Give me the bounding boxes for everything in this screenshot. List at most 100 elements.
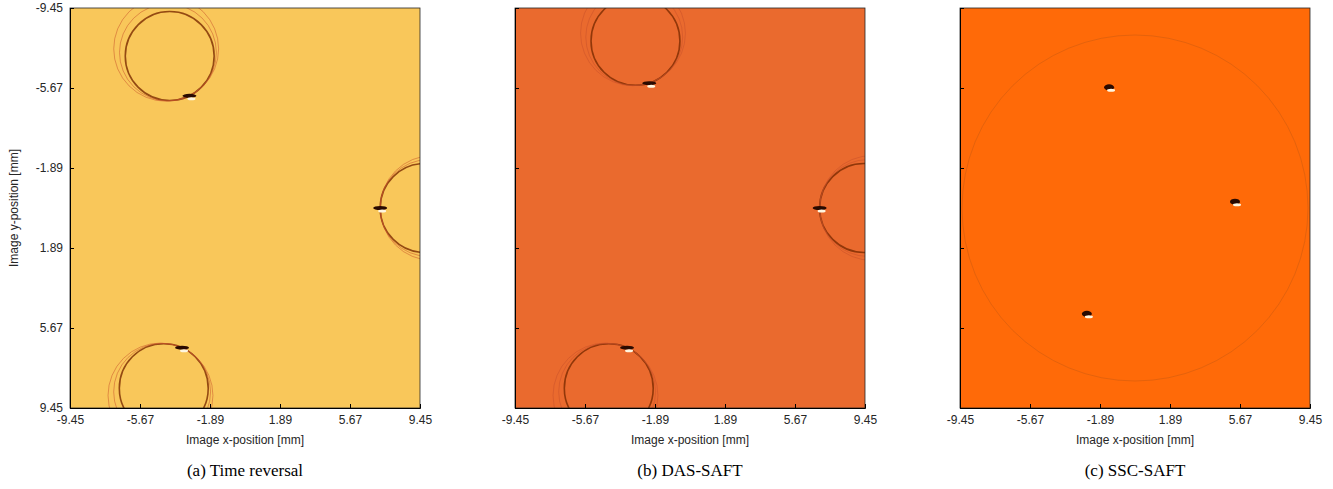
x-tick-mark [795, 404, 796, 408]
panel: -9.45-5.67-1.891.895.679.45Image x-posit… [502, 0, 925, 480]
x-tick: 5.67 [339, 404, 363, 427]
image-area [960, 8, 1310, 408]
x-tick-label: -5.67 [572, 413, 600, 427]
y-tick [960, 168, 964, 169]
x-axis: -9.45-5.67-1.891.895.679.45 [57, 404, 433, 427]
reflector [175, 346, 189, 350]
y-tick [515, 328, 519, 329]
reflector-highlight [378, 210, 386, 213]
panel-caption: (b) DAS-SAFT [637, 461, 743, 480]
x-tick-label: -5.67 [1017, 413, 1045, 427]
reflector-highlight [1085, 315, 1093, 318]
y-tick-mark [960, 328, 964, 329]
y-tick [515, 8, 519, 9]
echo-arc [553, 343, 658, 408]
reflector-group [114, 8, 219, 101]
x-tick-label: 1.89 [1159, 413, 1183, 427]
x-tick-mark [280, 404, 281, 408]
plot-frame [515, 8, 865, 408]
y-tick-mark [960, 8, 964, 9]
echo-arc [581, 8, 686, 86]
x-axis-title: Image x-position [mm] [186, 433, 304, 447]
x-axis-line [71, 404, 421, 409]
panel: -9.45-5.67-1.891.895.679.45-9.45-5.67-1.… [7, 0, 485, 480]
y-axis [960, 9, 964, 409]
y-axis-line [961, 9, 965, 409]
y-tick: 9.45 [40, 401, 74, 415]
reflector-group [1230, 199, 1241, 207]
image-background [515, 8, 865, 408]
image-area [515, 8, 865, 408]
x-tick-label: 1.89 [269, 413, 293, 427]
y-tick: -9.45 [36, 1, 74, 15]
reflector-highlight [625, 349, 633, 352]
reflector-group [581, 8, 686, 88]
aperture-outline [962, 35, 1308, 381]
x-tick: 1.89 [1159, 404, 1183, 427]
plot-frame [70, 8, 420, 408]
x-tick: -5.67 [1017, 404, 1045, 427]
reflector-highlight [1233, 203, 1241, 206]
y-tick: 5.67 [40, 321, 74, 335]
reflector [620, 346, 634, 350]
y-tick [960, 88, 964, 89]
y-axis [515, 9, 519, 409]
echo-arc [114, 8, 219, 101]
reflector-group [373, 156, 420, 261]
x-tick: -5.67 [572, 404, 600, 427]
y-tick-mark [515, 88, 519, 89]
reflector [373, 206, 387, 210]
reflector [642, 81, 656, 85]
x-tick: 1.89 [714, 404, 738, 427]
y-axis-title: Image y-position [mm] [7, 149, 21, 267]
x-axis-line [516, 404, 866, 409]
reflector-highlight [647, 85, 655, 88]
reflector-group [1104, 84, 1115, 92]
y-tick-mark [515, 328, 519, 329]
y-tick-label: 1.89 [40, 241, 64, 255]
x-tick: -1.89 [642, 404, 670, 427]
y-tick [515, 168, 519, 169]
reflector [813, 206, 827, 210]
echo-arc [108, 343, 213, 408]
y-tick-mark [515, 408, 519, 409]
y-tick [515, 88, 519, 89]
x-tick-mark [585, 404, 586, 408]
y-tick: 1.89 [40, 241, 74, 255]
x-tick-label: -1.89 [197, 413, 225, 427]
y-tick-mark [960, 168, 964, 169]
reflector-group [553, 343, 658, 408]
plot-frame [960, 8, 1310, 408]
x-tick-label: 5.67 [1229, 413, 1253, 427]
x-tick: 9.45 [854, 404, 878, 427]
panel: -9.45-5.67-1.891.895.679.45Image x-posit… [947, 8, 1323, 480]
x-tick-mark [865, 404, 866, 408]
reflector-highlight [1107, 89, 1115, 92]
x-tick: -5.67 [127, 404, 155, 427]
x-tick-mark [140, 404, 141, 408]
image-area [70, 8, 420, 408]
image-background [960, 8, 1310, 408]
y-tick-mark [70, 168, 74, 169]
x-tick: 9.45 [1299, 404, 1323, 427]
panel-caption: (c) SSC-SAFT [1085, 461, 1186, 480]
y-axis-line [71, 9, 75, 409]
x-tick-mark [1170, 404, 1171, 408]
x-tick-label: 5.67 [784, 413, 808, 427]
reflector-highlight [180, 349, 188, 352]
x-axis: -9.45-5.67-1.891.895.679.45 [947, 404, 1323, 427]
reflector [182, 94, 196, 98]
y-axis-line [516, 9, 520, 409]
x-tick-mark [210, 404, 211, 408]
x-tick-mark [350, 404, 351, 408]
x-tick: -1.89 [197, 404, 225, 427]
y-tick-mark [515, 168, 519, 169]
y-tick-mark [960, 88, 964, 89]
y-tick-label: 5.67 [40, 321, 64, 335]
y-tick: -1.89 [36, 161, 74, 175]
x-axis-line [961, 404, 1311, 409]
x-tick-label: -1.89 [1087, 413, 1115, 427]
y-tick-mark [70, 8, 74, 9]
x-tick: 9.45 [409, 404, 433, 427]
x-tick-label: 9.45 [1299, 413, 1323, 427]
